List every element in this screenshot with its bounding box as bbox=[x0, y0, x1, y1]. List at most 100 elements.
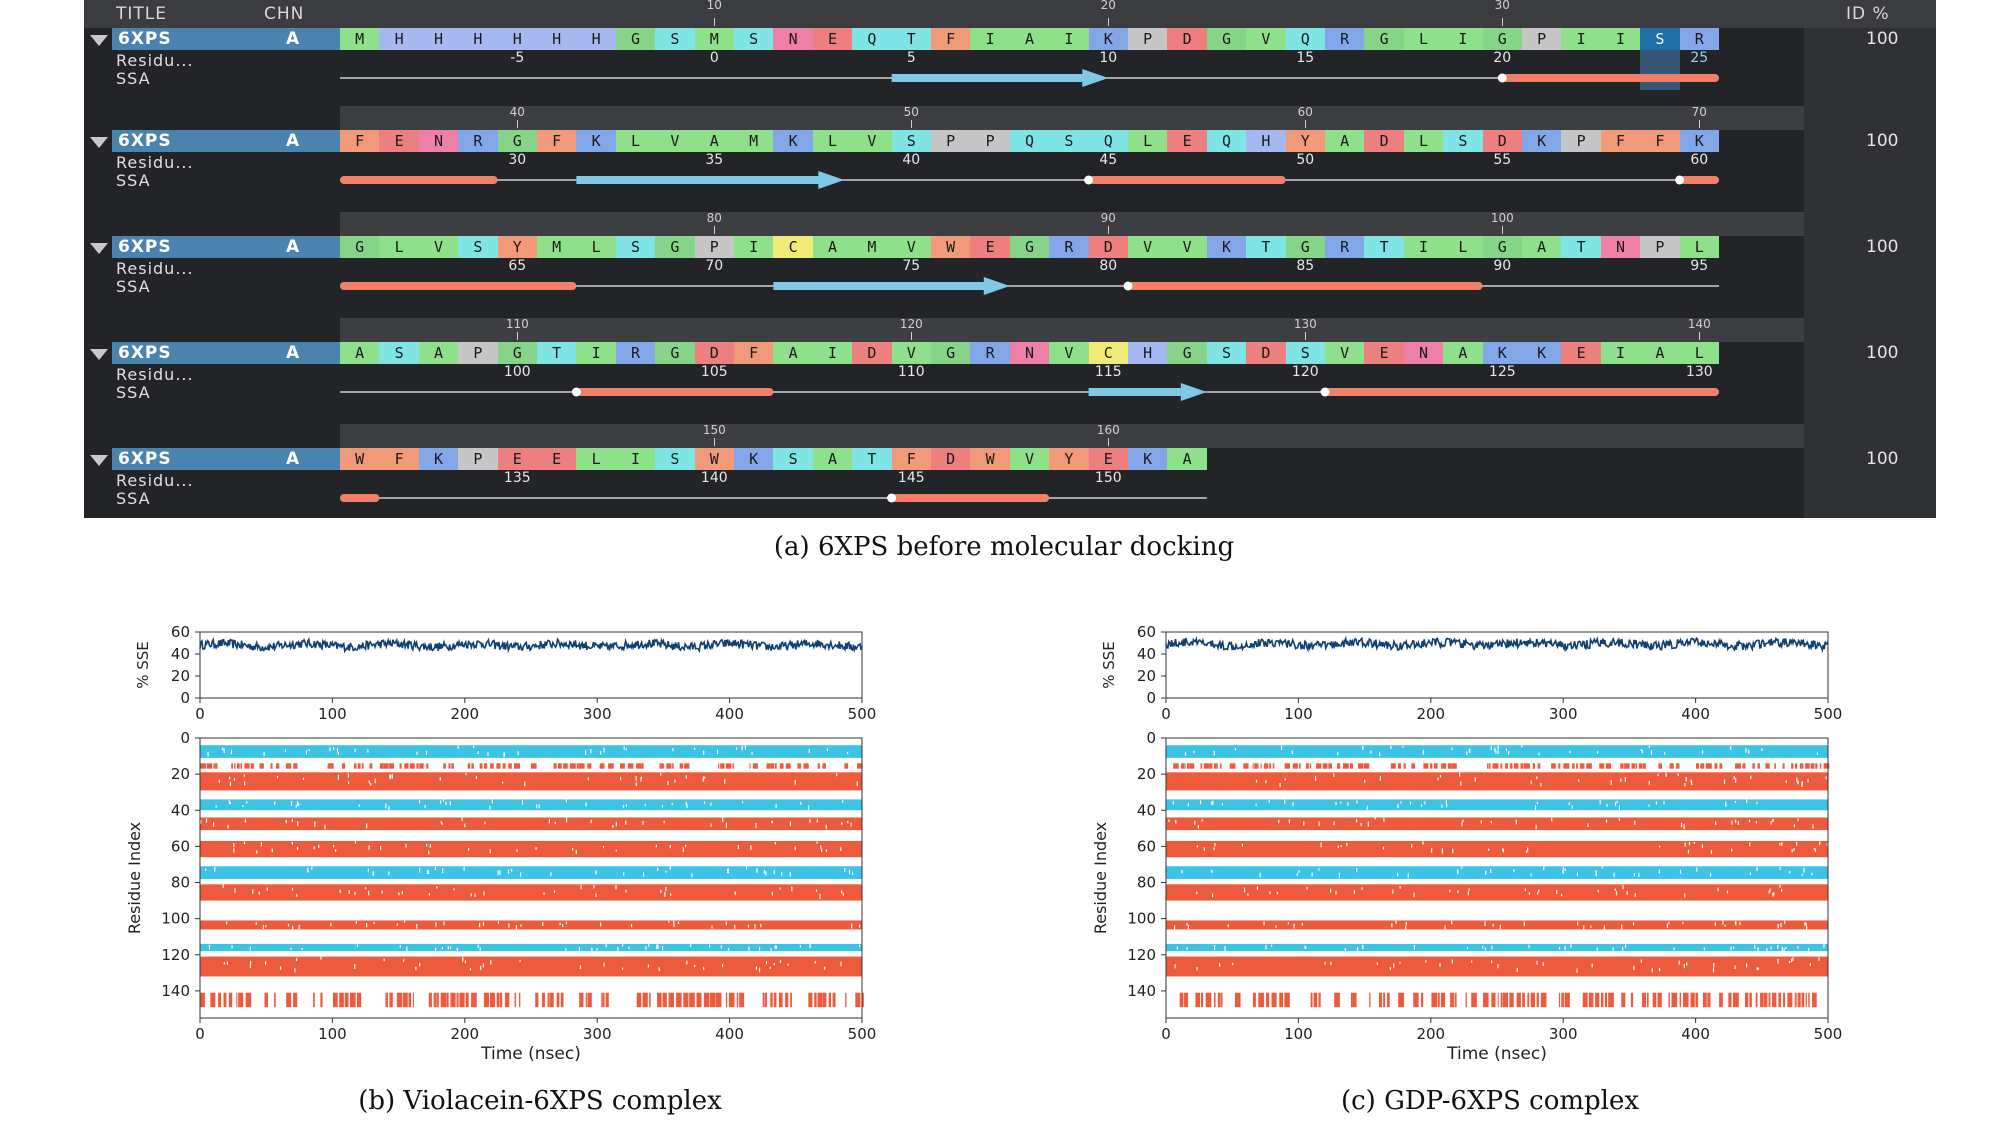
residue-cell[interactable]: C bbox=[1088, 342, 1128, 364]
residue-cell[interactable]: Y bbox=[497, 236, 537, 258]
residue-cell[interactable]: R bbox=[970, 342, 1010, 364]
residue-cell[interactable]: I bbox=[1049, 28, 1089, 50]
residue-cell[interactable]: W bbox=[694, 448, 734, 470]
residue-cell[interactable]: G bbox=[655, 236, 695, 258]
residue-cell[interactable]: Q bbox=[1206, 130, 1247, 152]
residue-cell[interactable]: P bbox=[458, 342, 498, 364]
residue-cell[interactable]: V bbox=[852, 130, 892, 152]
residue-cell[interactable]: F bbox=[734, 342, 774, 364]
structure-title-cell[interactable]: 6XPS A bbox=[112, 28, 340, 50]
residue-cell[interactable]: I bbox=[734, 236, 774, 258]
residue-cell[interactable]: G bbox=[655, 342, 695, 364]
residue-cell[interactable]: V bbox=[1009, 448, 1050, 470]
residue-cell[interactable]: A bbox=[773, 342, 813, 364]
residue-cell[interactable]: G bbox=[1009, 236, 1050, 258]
residue-cell[interactable]: I bbox=[970, 28, 1010, 50]
residue-cell[interactable]: Q bbox=[1285, 28, 1325, 50]
residue-cell[interactable]: L bbox=[379, 236, 419, 258]
residue-cell[interactable]: E bbox=[379, 130, 419, 152]
residue-cell[interactable]: E bbox=[970, 236, 1010, 258]
residue-cell[interactable]: V bbox=[1128, 236, 1168, 258]
expand-triangle-icon[interactable] bbox=[90, 243, 108, 254]
residue-cell[interactable]: R bbox=[1679, 28, 1719, 50]
residue-cell[interactable]: P bbox=[458, 448, 498, 470]
residue-cell[interactable]: M bbox=[734, 130, 774, 152]
residue-cell[interactable]: H bbox=[497, 28, 537, 50]
residue-cell[interactable]: K bbox=[1482, 342, 1522, 364]
residue-cell[interactable]: M bbox=[852, 236, 892, 258]
residue-cell[interactable]: H bbox=[1128, 342, 1168, 364]
residue-cell[interactable]: H bbox=[1246, 130, 1286, 152]
residue-cell[interactable]: I bbox=[1561, 28, 1601, 50]
residue-cell[interactable]: I bbox=[1600, 342, 1641, 364]
residue-cell[interactable]: F bbox=[537, 130, 577, 152]
residue-cell[interactable]: Q bbox=[1009, 130, 1050, 152]
residue-cell[interactable]: R bbox=[1049, 236, 1089, 258]
residue-cell[interactable]: S bbox=[1206, 342, 1247, 364]
residue-cell[interactable]: L bbox=[1679, 236, 1719, 258]
residue-cell[interactable]: G bbox=[340, 236, 380, 258]
residue-cell[interactable]: S bbox=[1049, 130, 1089, 152]
residue-cell[interactable]: S bbox=[1640, 28, 1680, 50]
residue-cell[interactable]: T bbox=[891, 28, 931, 50]
residue-cell[interactable]: G bbox=[497, 130, 537, 152]
residue-cell[interactable]: S bbox=[1285, 342, 1325, 364]
residue-cell[interactable]: I bbox=[1600, 28, 1641, 50]
residue-cell[interactable]: V bbox=[891, 236, 931, 258]
residue-cell[interactable]: K bbox=[1522, 342, 1562, 364]
residue-cell[interactable]: V bbox=[891, 342, 931, 364]
residue-cell[interactable]: A bbox=[1640, 342, 1680, 364]
residue-cell[interactable]: E bbox=[1364, 342, 1404, 364]
residue-cell[interactable]: L bbox=[812, 130, 853, 152]
residue-cell[interactable]: W bbox=[931, 236, 971, 258]
residue-cell[interactable]: K bbox=[734, 448, 774, 470]
residue-cell[interactable]: G bbox=[1206, 28, 1247, 50]
residue-cell[interactable]: T bbox=[537, 342, 577, 364]
residue-cell[interactable]: V bbox=[1167, 236, 1207, 258]
residue-cell[interactable]: G bbox=[1167, 342, 1207, 364]
residue-cell[interactable]: K bbox=[773, 130, 813, 152]
residue-cell[interactable]: V bbox=[1049, 342, 1089, 364]
residue-cell[interactable]: G bbox=[1285, 236, 1325, 258]
residue-cell[interactable]: G bbox=[931, 342, 971, 364]
residue-cell[interactable]: V bbox=[1325, 342, 1365, 364]
residue-cell[interactable]: E bbox=[1561, 342, 1601, 364]
structure-title-cell[interactable]: 6XPS A bbox=[112, 448, 340, 470]
residue-cell[interactable]: V bbox=[655, 130, 695, 152]
residue-cell[interactable]: K bbox=[418, 448, 459, 470]
residue-cell[interactable]: T bbox=[1561, 236, 1601, 258]
residue-cell[interactable]: Q bbox=[1088, 130, 1128, 152]
residue-cell[interactable]: R bbox=[615, 342, 656, 364]
residue-cell[interactable]: D bbox=[1167, 28, 1207, 50]
residue-cell[interactable]: E bbox=[1167, 130, 1207, 152]
residue-cell[interactable]: A bbox=[812, 448, 853, 470]
residue-cell[interactable]: D bbox=[694, 342, 734, 364]
residue-cell[interactable]: D bbox=[1246, 342, 1286, 364]
residue-cell[interactable]: D bbox=[1482, 130, 1522, 152]
residue-cell[interactable]: A bbox=[694, 130, 734, 152]
residue-cell[interactable]: S bbox=[734, 28, 774, 50]
residue-cell[interactable]: R bbox=[1325, 28, 1365, 50]
residue-cell[interactable]: A bbox=[1009, 28, 1050, 50]
residue-cell[interactable]: S bbox=[655, 28, 695, 50]
residue-cell[interactable]: F bbox=[1640, 130, 1680, 152]
header-chain[interactable]: CHN bbox=[264, 4, 305, 24]
residue-cell[interactable]: K bbox=[1679, 130, 1719, 152]
residue-cell[interactable]: M bbox=[340, 28, 380, 50]
expand-triangle-icon[interactable] bbox=[90, 137, 108, 148]
residue-cell[interactable]: K bbox=[1206, 236, 1247, 258]
residue-cell[interactable]: H bbox=[576, 28, 616, 50]
residue-cell[interactable]: D bbox=[852, 342, 892, 364]
residue-cell[interactable]: S bbox=[773, 448, 813, 470]
residue-cell[interactable]: S bbox=[615, 236, 656, 258]
residue-cell[interactable]: P bbox=[970, 130, 1010, 152]
residue-cell[interactable]: L bbox=[615, 130, 656, 152]
residue-cell[interactable]: A bbox=[812, 236, 853, 258]
residue-cell[interactable]: P bbox=[694, 236, 734, 258]
residue-cell[interactable]: G bbox=[1364, 28, 1404, 50]
residue-cell[interactable]: E bbox=[812, 28, 853, 50]
residue-cell[interactable]: M bbox=[694, 28, 734, 50]
residue-cell[interactable]: L bbox=[1128, 130, 1168, 152]
residue-cell[interactable]: G bbox=[615, 28, 656, 50]
residue-cell[interactable]: A bbox=[1325, 130, 1365, 152]
